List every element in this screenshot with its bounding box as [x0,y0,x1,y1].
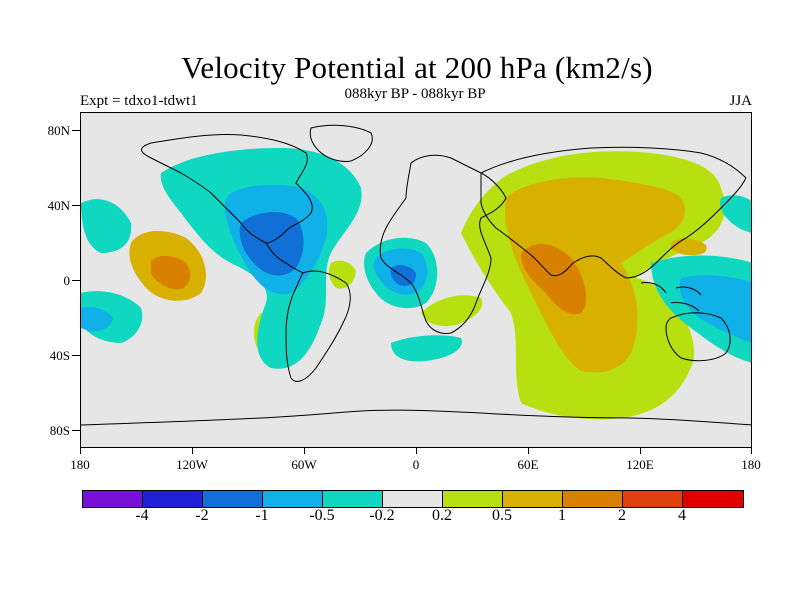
colorbar-label: 2 [618,507,626,524]
colorbar-swatch [623,491,683,507]
colorbar-swatch [323,491,383,507]
atlantic-negative-strong [390,265,417,286]
y-tick [72,205,80,206]
y-tick [72,430,80,431]
colorbar-label: 0.5 [492,507,512,524]
colorbar-swatch [443,491,503,507]
east-pacific-positive-mid [151,255,191,290]
y-tick-label: 80S [49,423,70,438]
y-tick-label: 80N [47,123,70,138]
colorbar-label: 0.2 [432,507,452,524]
coastlines [81,124,751,426]
x-tick-label: 120E [626,457,654,472]
south-atlantic-negative-weak [391,335,462,362]
x-tick-label: 60E [517,457,539,472]
colorbar-label: 1 [558,507,566,524]
y-tick [72,130,80,131]
central-america-coast [265,242,304,274]
x-tick-label: 60W [291,457,317,472]
europe-africa-coast [379,154,507,334]
south-atlantic-positive-weak [421,295,483,327]
colorbar-swatch [503,491,563,507]
chart-title: Velocity Potential at 200 hPa (km2/s) [181,50,653,85]
south-pacific-negative-mid [81,307,113,332]
x-tick [751,448,752,454]
x-tick [640,448,641,454]
y-tick [72,280,80,281]
colorbar-label: -2 [195,507,209,524]
colorbar-label: -0.2 [369,507,395,524]
y-tick-label: 40N [47,198,70,213]
north-pacific-east-negative-weak [719,195,751,233]
y-tick-label: 40S [49,348,70,363]
colorbar-swatch [683,491,743,507]
central-atlantic-positive-weak [328,260,356,289]
maritime-continent-coast [640,282,702,312]
greenland-coast [309,124,373,162]
north-pacific-negative-weak [81,199,132,253]
y-tick-label: 0 [63,273,71,288]
colorbar-label: -1 [255,507,269,524]
y-tick [72,355,80,356]
x-tick [528,448,529,454]
colorbar [82,490,744,508]
x-tick [416,448,417,454]
season-label: JJA [729,93,752,109]
colorbar-swatch [203,491,263,507]
colorbar-label: -0.5 [309,507,335,524]
x-tick-label: 180 [741,457,761,472]
map-field-svg [81,124,751,426]
x-tick [304,448,305,454]
colorbar-swatch [263,491,323,507]
caribbean-negative-strong [239,211,304,276]
colorbar-swatch [143,491,203,507]
eurasia-positive-mid [505,177,686,373]
south-america-coast [285,270,351,382]
x-tick [192,448,193,454]
colorbar-swatch [383,491,443,507]
colorbar-label: 4 [678,507,686,524]
colorbar-swatch [83,491,143,507]
colorbar-swatch [563,491,623,507]
x-tick [80,448,81,454]
x-tick-label: 0 [412,457,420,472]
map-plot-area [80,112,752,448]
north-america-coast [141,134,313,244]
negative-field [81,148,751,369]
x-tick-label: 120W [176,457,208,472]
antarctica-coast [81,409,751,426]
experiment-label: Expt = tdxo1-tdwt1 [80,93,198,109]
asia-coast [480,146,747,279]
x-tick-label: 180 [70,457,90,472]
chart-subtitle: 088kyr BP - 088kyr BP [344,86,486,102]
australia-coast [665,312,731,362]
colorbar-label: -4 [135,507,149,524]
